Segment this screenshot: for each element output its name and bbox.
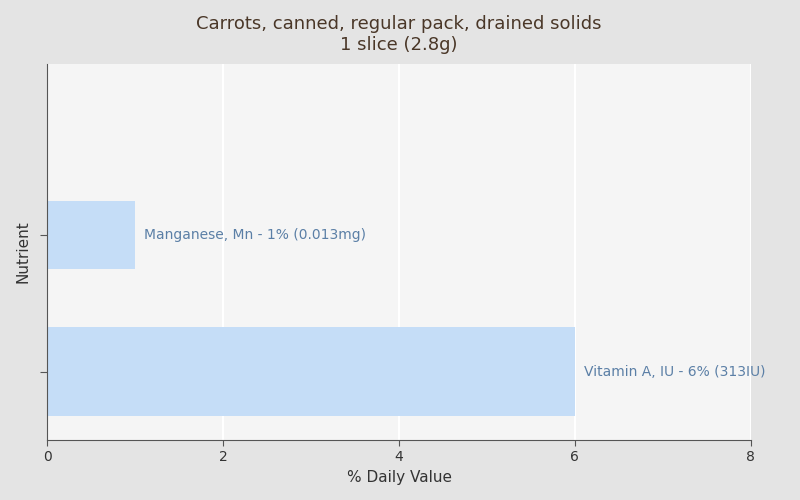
Text: Vitamin A, IU - 6% (313IU): Vitamin A, IU - 6% (313IU): [584, 364, 765, 378]
Y-axis label: Nutrient: Nutrient: [15, 220, 30, 283]
X-axis label: % Daily Value: % Daily Value: [346, 470, 451, 485]
Bar: [47, 200, 135, 269]
Title: Carrots, canned, regular pack, drained solids
1 slice (2.8g): Carrots, canned, regular pack, drained s…: [196, 15, 602, 54]
Text: Manganese, Mn - 1% (0.013mg): Manganese, Mn - 1% (0.013mg): [144, 228, 366, 242]
Bar: [47, 327, 575, 416]
